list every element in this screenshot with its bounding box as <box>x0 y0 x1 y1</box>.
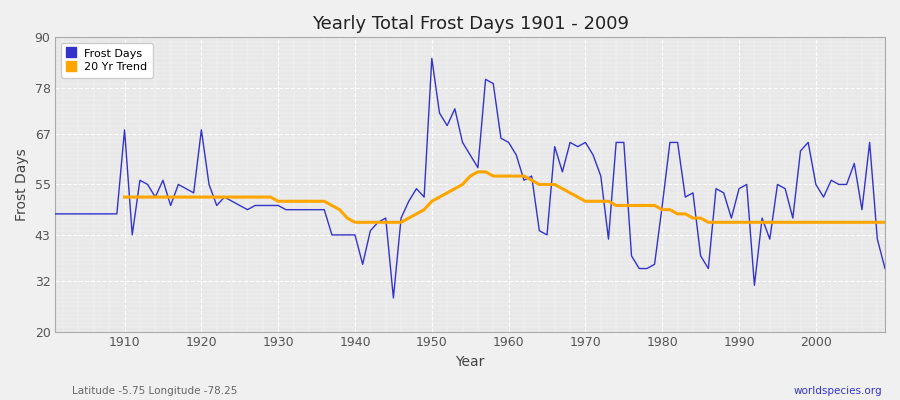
Text: Latitude -5.75 Longitude -78.25: Latitude -5.75 Longitude -78.25 <box>72 386 238 396</box>
Title: Yearly Total Frost Days 1901 - 2009: Yearly Total Frost Days 1901 - 2009 <box>311 15 629 33</box>
X-axis label: Year: Year <box>455 355 485 369</box>
Y-axis label: Frost Days: Frost Days <box>15 148 29 221</box>
Legend: Frost Days, 20 Yr Trend: Frost Days, 20 Yr Trend <box>61 43 153 78</box>
Text: worldspecies.org: worldspecies.org <box>794 386 882 396</box>
